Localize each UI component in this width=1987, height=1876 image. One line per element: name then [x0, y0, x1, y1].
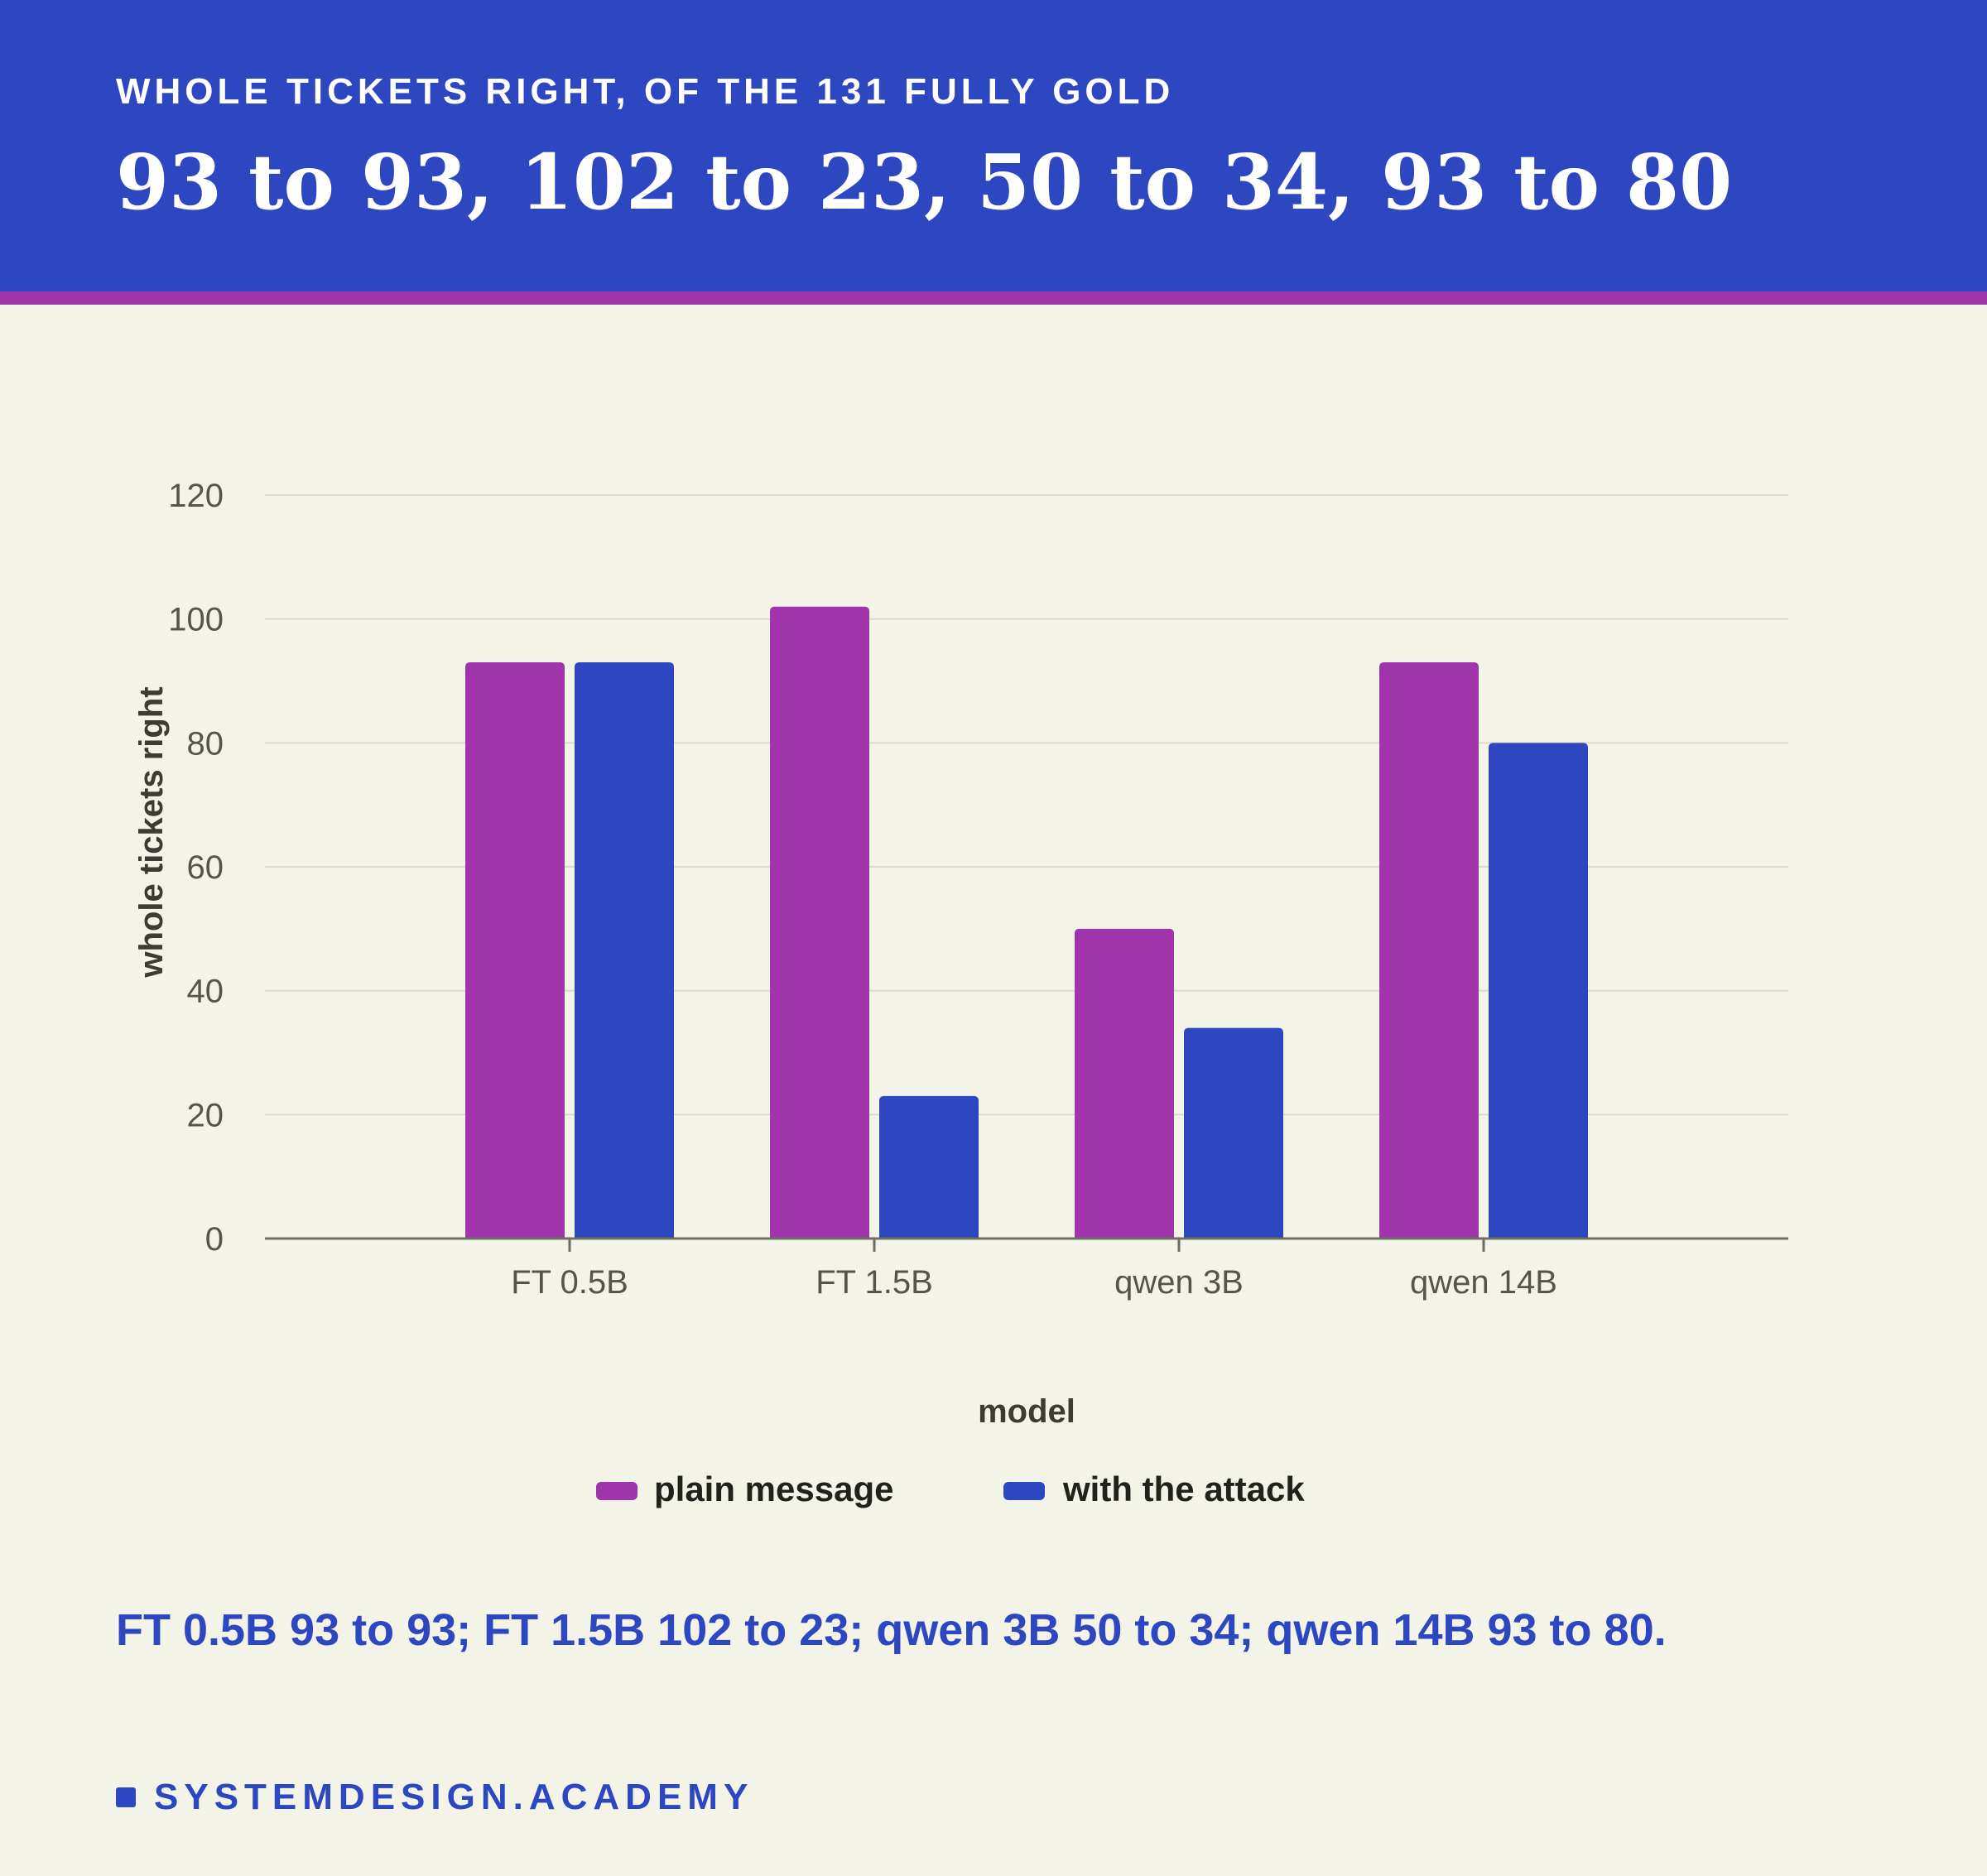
y-tick-label: 80 [187, 725, 224, 762]
y-tick-label: 40 [187, 974, 224, 1010]
bar-attack-0 [575, 662, 674, 1239]
x-tick-label: qwen 14B [1410, 1264, 1557, 1301]
y-tick-label: 60 [187, 849, 224, 886]
brand-name: SYSTEMDESIGN.ACADEMY [154, 1777, 754, 1817]
x-tick-label: qwen 3B [1114, 1264, 1244, 1301]
bar-attack-2 [1184, 1027, 1283, 1239]
brand-square-icon [116, 1787, 136, 1807]
header-eyebrow: WHOLE TICKETS RIGHT, OF THE 131 FULLY GO… [116, 71, 1175, 112]
bar-plain-3 [1379, 662, 1479, 1239]
y-axis-title: whole tickets right [133, 686, 170, 978]
x-axis-title: model [978, 1393, 1075, 1430]
x-tick-label: FT 1.5B [815, 1264, 933, 1301]
legend-swatch-1 [1003, 1482, 1045, 1500]
x-tick-label: FT 0.5B [511, 1264, 628, 1301]
legend-swatch-0 [596, 1482, 637, 1500]
y-tick-label: 20 [187, 1097, 224, 1133]
legend-label-0: plain message [654, 1470, 893, 1508]
header-stripe [0, 291, 1987, 305]
legend-label-1: with the attack [1062, 1470, 1305, 1508]
y-tick-label: 0 [205, 1221, 224, 1258]
bar-attack-1 [879, 1095, 979, 1239]
bar-plain-0 [465, 662, 565, 1239]
y-tick-label: 100 [168, 602, 224, 638]
header-headline: 93 to 93, 102 to 23, 50 to 34, 93 to 80 [116, 137, 1733, 227]
header-banner: WHOLE TICKETS RIGHT, OF THE 131 FULLY GO… [0, 0, 1987, 291]
bar-attack-3 [1489, 743, 1588, 1239]
bar-plain-2 [1075, 928, 1174, 1239]
summary-text: FT 0.5B 93 to 93; FT 1.5B 102 to 23; qwe… [116, 1605, 1667, 1655]
bar-plain-1 [770, 606, 869, 1239]
footer: SYSTEMDESIGN.ACADEMY [116, 1777, 753, 1818]
y-tick-label: 120 [168, 478, 224, 514]
